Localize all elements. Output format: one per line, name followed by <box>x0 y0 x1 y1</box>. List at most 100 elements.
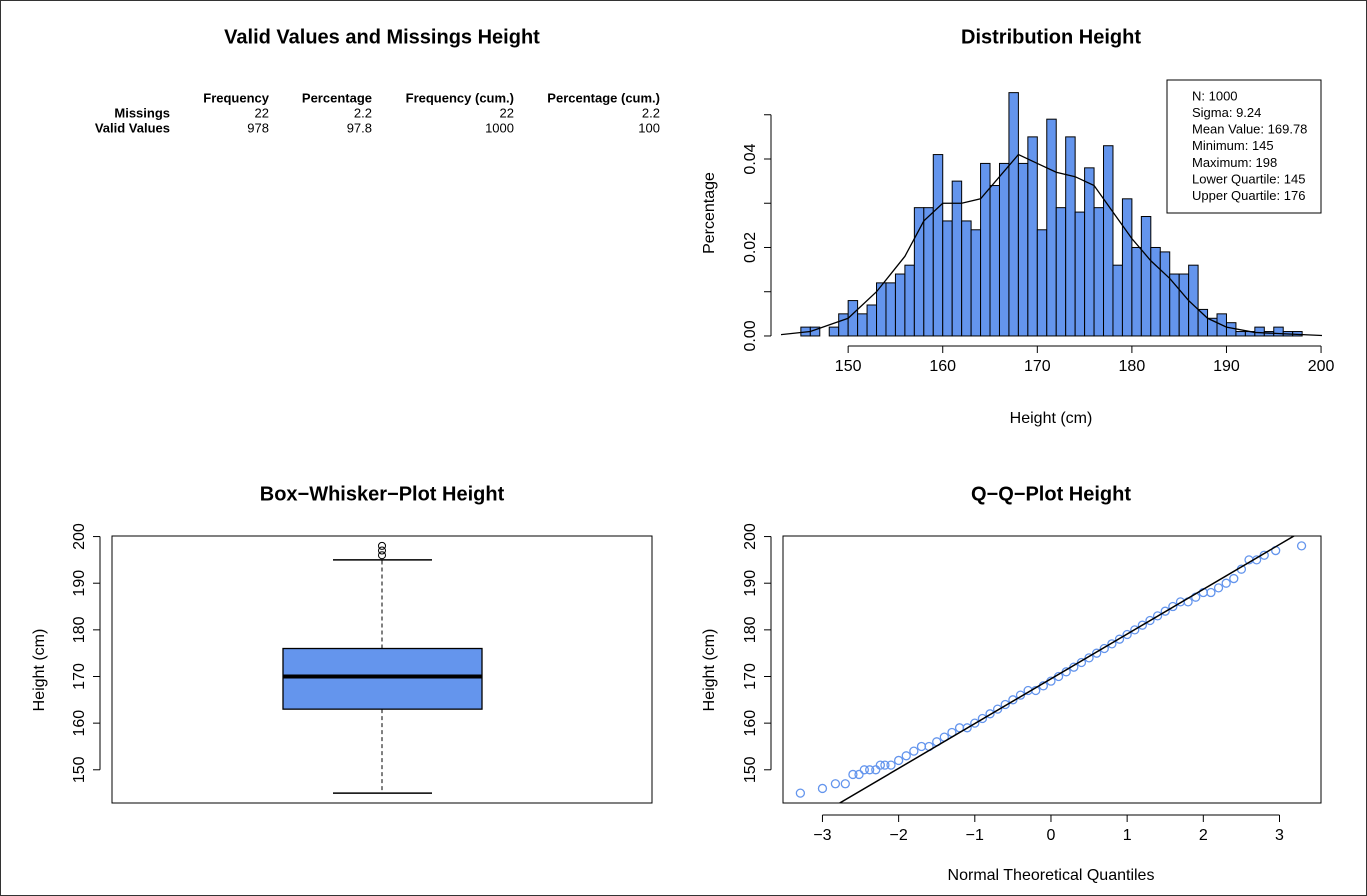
histogram-bar <box>1036 229 1048 337</box>
legend-text: Mean Value: 169.78 <box>1192 122 1307 137</box>
histogram-bar <box>885 282 896 337</box>
reference-line <box>838 536 1296 803</box>
table-title: Valid Values and Missings Height <box>224 26 540 48</box>
qq-point <box>1137 620 1148 630</box>
outlier <box>378 541 386 550</box>
x-tick-label: 150 <box>835 358 862 375</box>
chart-title: Distribution Height <box>961 26 1141 48</box>
y-tick-label: 180 <box>71 616 88 643</box>
histogram-bar <box>913 207 925 337</box>
histogram-bar <box>1017 162 1029 337</box>
histogram-bar <box>932 154 944 337</box>
qq-point <box>859 765 870 775</box>
outlier <box>378 551 386 560</box>
column-header: Frequency (cum.) <box>406 90 514 105</box>
qq-point <box>840 779 850 789</box>
histogram-bar <box>857 313 868 337</box>
qq-point <box>1107 639 1117 649</box>
qq-point <box>1152 611 1163 621</box>
histogram-bar <box>1103 145 1114 337</box>
qq-point <box>1213 583 1224 593</box>
table-cell: 97.8 <box>347 120 372 135</box>
density-curve <box>781 153 1322 337</box>
histogram-bar <box>1121 198 1133 337</box>
histogram-bar <box>961 220 972 337</box>
qq-point <box>848 769 858 780</box>
histogram-bar <box>1225 322 1237 337</box>
qq-point <box>1145 615 1155 626</box>
histogram-bar <box>951 180 963 337</box>
histogram-bar <box>904 264 915 337</box>
histogram-bar <box>1159 251 1171 337</box>
histogram-bar <box>1008 92 1019 337</box>
qq-point <box>1229 573 1239 584</box>
histogram-bar <box>998 162 1010 337</box>
qq-point <box>1008 695 1018 705</box>
x-tick-label: −1 <box>966 827 984 844</box>
qq-point <box>1130 625 1140 635</box>
outlier <box>378 546 386 555</box>
qq-point <box>880 760 890 770</box>
y-tick-label: 0.04 <box>742 143 759 174</box>
qq-point <box>886 760 896 770</box>
plot-frame <box>111 535 653 804</box>
table-cell: 2.2 <box>354 105 372 120</box>
y-tick-label: 150 <box>71 756 88 783</box>
qq-point <box>1122 629 1132 640</box>
qq-point <box>817 783 828 794</box>
x-tick-label: 0 <box>1047 827 1056 844</box>
histogram-bar <box>1273 326 1284 337</box>
qq-point <box>909 746 919 756</box>
y-tick-label: 0.00 <box>742 320 759 351</box>
plot-frame <box>782 535 1322 804</box>
histogram-bar <box>989 185 1000 337</box>
histogram-bar <box>1065 136 1076 337</box>
x-tick-label: 1 <box>1123 827 1132 844</box>
y-axis-label: Height (cm) <box>31 629 48 712</box>
legend-text: N: 1000 <box>1192 88 1238 103</box>
x-tick-label: 160 <box>929 358 956 375</box>
histogram-bar <box>866 304 878 337</box>
column-header: Percentage (cum.) <box>547 90 660 105</box>
column-header: Frequency <box>203 90 270 105</box>
qq-point <box>962 723 972 733</box>
qq-point <box>875 760 885 770</box>
histogram-bar <box>838 313 849 337</box>
x-tick-label: 180 <box>1119 358 1146 375</box>
qq-point <box>1092 648 1102 658</box>
qq-point <box>865 765 875 775</box>
qq-point <box>854 769 864 780</box>
chart-title: Q−Q−Plot Height <box>971 483 1131 505</box>
y-tick-label: 200 <box>71 523 88 550</box>
histogram-bar <box>1178 273 1190 337</box>
qq-point <box>893 755 904 766</box>
histogram-bar <box>1131 246 1142 337</box>
legend-text: Sigma: 9.24 <box>1192 105 1261 120</box>
legend-text: Minimum: 145 <box>1192 138 1274 153</box>
x-tick-label: 2 <box>1199 827 1208 844</box>
qq-point <box>795 788 806 798</box>
qq-point <box>1000 699 1010 710</box>
qq-point <box>1296 541 1307 551</box>
table-cell: 1000 <box>485 120 514 135</box>
y-tick-label: 190 <box>742 570 759 597</box>
histogram-bar <box>1235 331 1246 337</box>
table-cell: 100 <box>638 120 660 135</box>
qq-point <box>901 751 911 761</box>
qq-point <box>830 779 841 789</box>
y-tick-label: 200 <box>742 523 759 550</box>
histogram-bar <box>847 300 859 337</box>
qq-point <box>1099 643 1109 654</box>
legend-text: Lower Quartile: 145 <box>1192 171 1305 186</box>
qq-point <box>985 709 995 719</box>
histogram-bar <box>1074 211 1086 337</box>
qq-point <box>993 704 1003 714</box>
table-cell: 978 <box>247 120 269 135</box>
table-cell: 2.2 <box>642 105 660 120</box>
y-tick-label: 170 <box>71 663 88 690</box>
x-tick-label: 3 <box>1275 827 1284 844</box>
legend-box <box>1166 79 1322 214</box>
qq-point <box>1160 606 1170 616</box>
